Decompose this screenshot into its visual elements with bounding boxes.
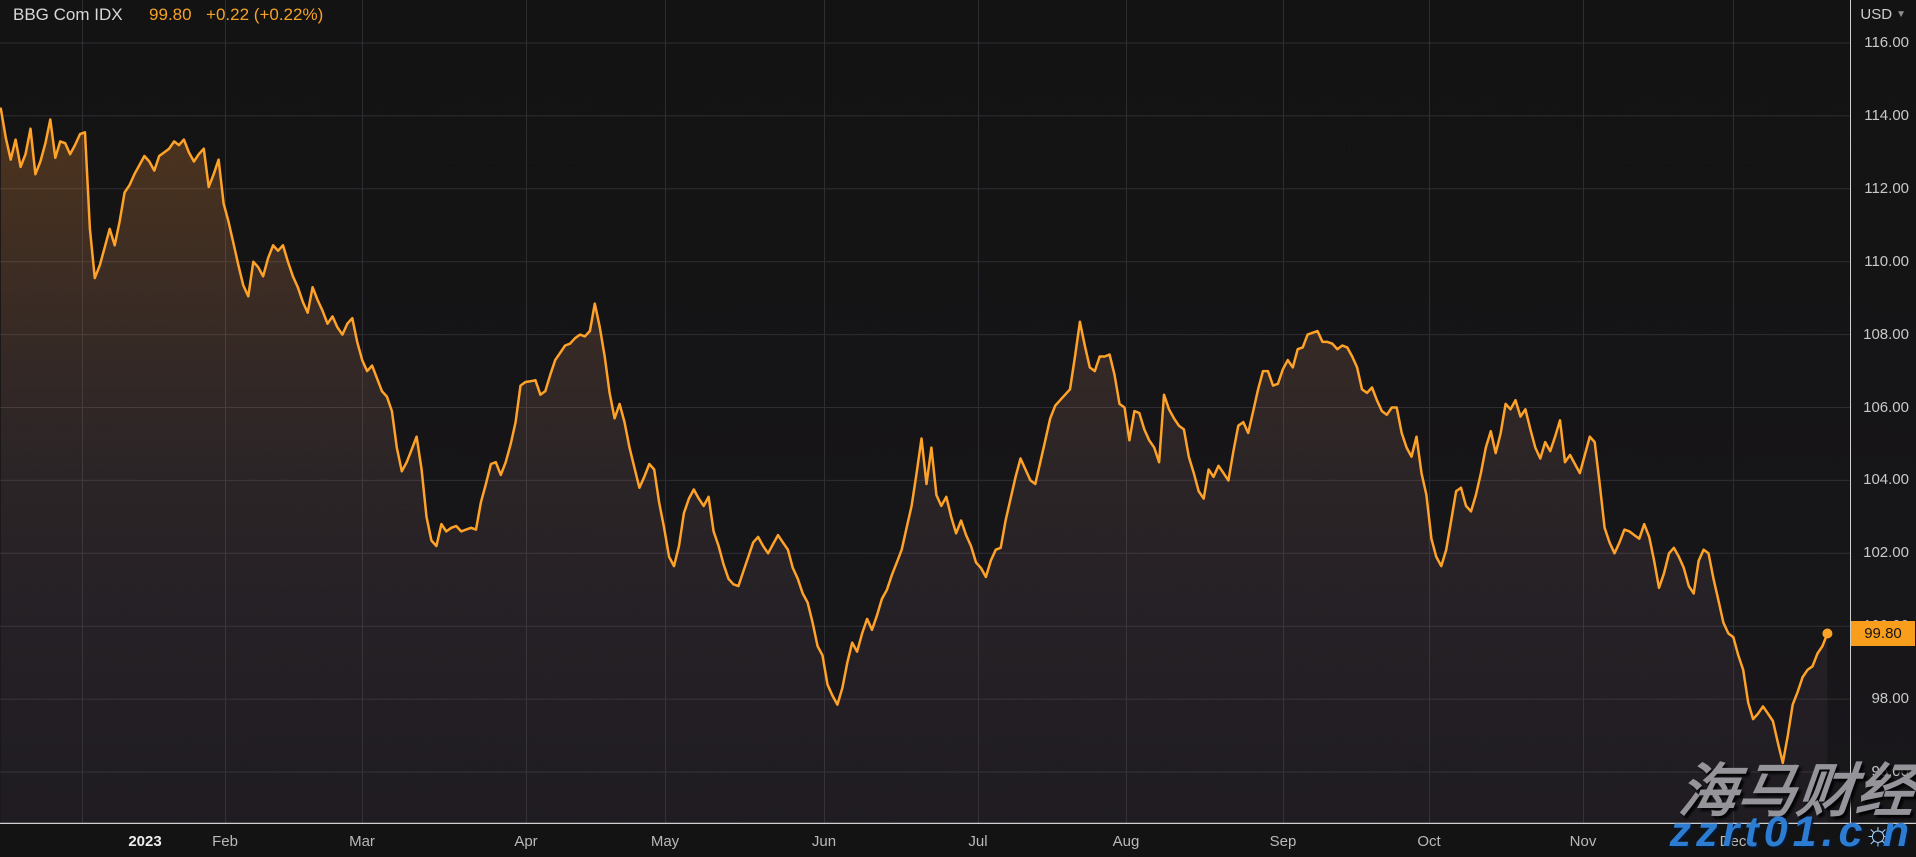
x-axis-label-month: Apr — [514, 833, 538, 850]
x-axis-label-month: Aug — [1112, 833, 1140, 850]
watermark-site: zzrt01.c☼n — [1670, 808, 1914, 857]
watermark-site-right: n — [1882, 808, 1914, 856]
x-axis-label-month: Nov — [1569, 833, 1597, 850]
security-name: BBG Com IDX — [13, 5, 123, 24]
price-change: +0.22 (+0.22%) — [206, 5, 324, 24]
x-axis: 2023 Feb Mar Apr May Jun Jul Aug Sep Oct Nov Dec — [0, 824, 1916, 857]
x-axis-label-month: Sep — [1269, 833, 1297, 850]
x-axis-label-month: Feb — [212, 833, 238, 850]
x-axis-label-month: Dec — [1719, 833, 1747, 850]
x-axis-label-month: Oct — [1417, 833, 1441, 850]
currency-label: USD — [1860, 6, 1893, 23]
x-axis-label-month: Jun — [811, 833, 837, 850]
chart-header: BBG Com IDX 99.80 +0.22 (+0.22%) — [13, 0, 323, 30]
watermark-site-left: zzrt01.c — [1669, 808, 1868, 856]
x-axis-label-month: May — [650, 833, 680, 850]
x-axis-label-month: Mar — [349, 833, 375, 850]
x-axis-label-month: Jul — [968, 833, 988, 850]
last-price-badge: 99.80 — [1851, 621, 1915, 646]
currency-selector[interactable]: USD ▼ — [1860, 2, 1906, 28]
sun-icon: ☼ — [1863, 815, 1893, 851]
chevron-down-icon: ▼ — [1896, 9, 1906, 20]
last-price: 99.80 — [149, 5, 192, 24]
x-axis-label-year: 2023 — [128, 833, 162, 850]
